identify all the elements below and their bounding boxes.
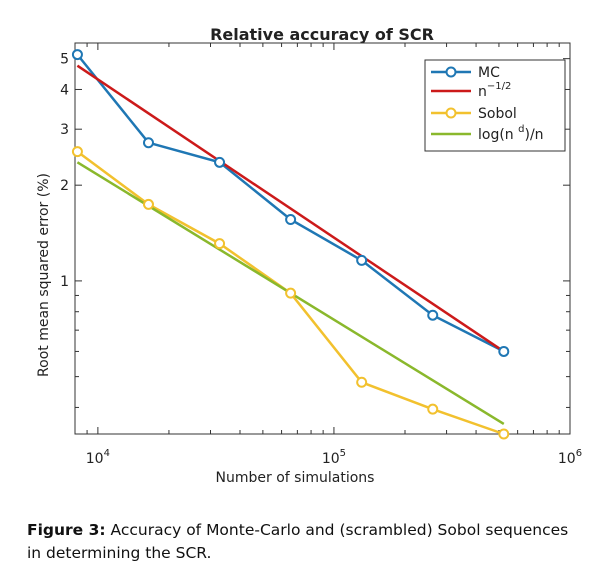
data-point-mc [498, 345, 510, 357]
y-tick-label: 5 [60, 52, 69, 68]
legend-label: Sobol [478, 106, 517, 122]
y-tick-label: 1 [60, 274, 69, 290]
legend-label-base: n [478, 84, 487, 100]
y-axis-label: Root mean squared error (%) [36, 173, 52, 377]
series-layer [71, 49, 510, 440]
legend-label: n−1/2 [478, 81, 511, 100]
chart: Relative accuracy of SCR 104 105 106 12345… [36, 25, 582, 486]
x-tick-label: 105 [322, 448, 346, 467]
data-point-sobol [142, 198, 154, 210]
x-tick-label: 106 [558, 448, 582, 467]
x-tick-label-base: 10 [86, 451, 104, 467]
data-point-mc [142, 137, 154, 149]
legend-marker [445, 107, 457, 119]
x-tick-label-exponent: 5 [340, 448, 346, 459]
legend-label-pre: log(n [478, 127, 518, 143]
y-tick-label: 3 [60, 122, 69, 138]
y-tick-label: 2 [60, 178, 69, 194]
y-tick-label: 4 [60, 82, 69, 98]
data-point-mc [71, 49, 83, 61]
data-point-mc [356, 254, 368, 266]
x-tick-label-base: 10 [322, 451, 340, 467]
legend-label-exponent: d [518, 124, 524, 135]
caption-label: Figure 3: [27, 521, 106, 539]
legend-marker [445, 66, 457, 78]
figure-caption: Figure 3: Accuracy of Monte-Carlo and (s… [27, 519, 587, 565]
series-line-n-1-2 [76, 64, 505, 353]
legend-label-exponent: −1/2 [487, 81, 511, 92]
data-point-sobol [285, 287, 297, 299]
x-tick-label-exponent: 4 [104, 448, 110, 459]
x-axis-ticks: 104 105 106 [74, 43, 582, 467]
x-tick-label-base: 10 [558, 451, 576, 467]
data-point-sobol [427, 403, 439, 415]
data-point-sobol [498, 428, 510, 440]
data-point-sobol [356, 376, 368, 388]
legend-label-post: )/n [525, 127, 544, 143]
x-tick-label-exponent: 6 [576, 448, 582, 459]
data-point-sobol [214, 238, 226, 250]
data-point-mc [214, 156, 226, 168]
chart-title: Relative accuracy of SCR [210, 25, 434, 44]
data-point-sobol [71, 146, 83, 158]
legend-label: MC [478, 65, 500, 81]
x-tick-label: 104 [86, 448, 110, 467]
legend-label: log(n d)/n [478, 124, 544, 143]
x-axis-label: Number of simulations [216, 470, 375, 486]
data-point-mc [427, 309, 439, 321]
data-point-mc [285, 213, 297, 225]
caption-text: Accuracy of Monte-Carlo and (scrambled) … [27, 521, 569, 562]
